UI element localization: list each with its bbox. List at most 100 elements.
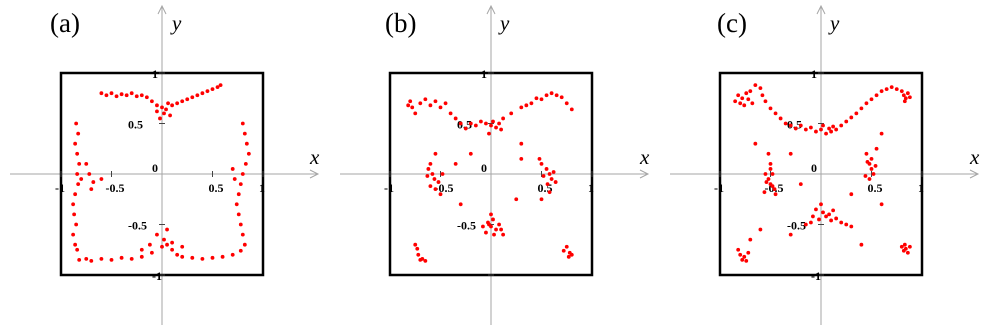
scatter-point — [413, 242, 418, 247]
scatter-point — [119, 92, 124, 97]
y-tick-label: -1 — [811, 269, 821, 283]
scatter-point — [423, 258, 428, 263]
scatter-point — [486, 220, 490, 225]
x-axis-arrow — [309, 169, 320, 179]
scatter-point — [158, 116, 162, 121]
scatter-point — [501, 116, 506, 121]
scatter-point — [539, 97, 544, 102]
scatter-point — [170, 103, 175, 108]
scatter-point — [230, 252, 235, 257]
scatter-point — [190, 95, 195, 100]
scatter-point — [99, 177, 104, 181]
scatter-point — [821, 210, 825, 215]
scatter-point — [905, 250, 910, 255]
scatter-point — [87, 172, 92, 176]
scatter-point — [109, 91, 114, 96]
scatter-point — [410, 105, 415, 110]
y-axis-arrow — [486, 4, 496, 15]
scatter-point — [77, 162, 82, 166]
scatter-point — [874, 93, 879, 98]
scatter-point — [497, 222, 501, 227]
scatter-point — [544, 93, 549, 98]
scatter-point — [783, 121, 788, 126]
scatter-point — [874, 146, 879, 151]
scatter-point — [509, 111, 514, 116]
scatter-point — [155, 103, 159, 108]
x-axis-label: x — [309, 145, 320, 169]
x-tick-label: 0.5 — [209, 181, 224, 195]
scatter-point — [160, 105, 164, 110]
scatter-point — [798, 123, 803, 128]
scatter-point — [77, 257, 82, 262]
scatter-point — [180, 99, 185, 104]
scatter-point — [240, 232, 245, 237]
scatter-point — [433, 187, 438, 192]
scatter-point — [139, 247, 144, 252]
scatter-point — [423, 97, 428, 102]
y-axis-arrow — [816, 4, 826, 15]
scatter-point — [84, 162, 89, 166]
scatter-point — [819, 127, 823, 132]
scatter-point — [569, 107, 574, 112]
scatter-point — [778, 116, 783, 121]
scatter-point — [750, 101, 755, 106]
scatter-point — [481, 224, 485, 229]
x-tick-label: 1 — [918, 181, 924, 195]
scatter-point — [849, 115, 854, 120]
scatter-point — [200, 91, 205, 96]
scatter-point — [798, 182, 803, 187]
scatter-point — [236, 192, 241, 197]
scatter-point — [903, 96, 908, 101]
scatter-point — [164, 107, 168, 112]
scatter-point — [884, 87, 889, 92]
scatter-point — [104, 93, 109, 98]
scatter-point — [867, 177, 872, 181]
scatter-point — [844, 222, 849, 227]
scatter-point — [119, 255, 124, 260]
y-tick-label: 0.5 — [128, 118, 143, 132]
scatter-point — [160, 244, 164, 249]
scatter-point — [494, 227, 498, 232]
scatter-point — [244, 141, 249, 146]
scatter-point — [519, 105, 524, 110]
scatter-point — [443, 101, 448, 106]
scatter-point — [75, 151, 80, 156]
scatter-point — [180, 244, 185, 249]
scatter-point — [834, 127, 839, 132]
scatter-point — [869, 97, 874, 102]
scatter-point — [519, 141, 524, 146]
scatter-point — [740, 96, 745, 101]
scatter-point — [561, 248, 566, 253]
scatter-point — [406, 103, 411, 108]
scatter-point — [738, 252, 743, 257]
scatter-point — [869, 156, 874, 161]
x-axis-arrow — [969, 169, 980, 179]
scatter-point — [155, 232, 159, 237]
scatter-point — [766, 151, 771, 156]
scatter-point — [139, 254, 144, 259]
scatter-point — [236, 212, 241, 217]
scatter-point — [75, 172, 80, 176]
scatter-point — [425, 174, 430, 178]
scatter-point — [210, 87, 215, 92]
x-axis-label: x — [969, 145, 980, 169]
scatter-point — [170, 240, 175, 245]
scatter-point — [903, 246, 908, 251]
scatter-point — [564, 101, 569, 106]
scatter-point — [433, 151, 438, 156]
scatter-point — [114, 94, 119, 99]
scatter-point — [566, 254, 571, 259]
x-tick-label: 0.5 — [868, 181, 883, 195]
scatter-point — [448, 111, 453, 116]
scatter-point — [544, 167, 549, 171]
scatter-point — [71, 232, 76, 237]
scatter-point — [185, 97, 190, 102]
panel-a: -1 -0.5 0 0.5 1 1 0.5 -0.5 -1 x y (a) — [10, 4, 320, 325]
scatter-point — [139, 93, 144, 98]
scatter-point — [758, 86, 763, 91]
scatter-point — [165, 227, 169, 232]
scatter-point — [499, 127, 503, 132]
y-axis-label: y — [170, 11, 182, 35]
scatter-point — [180, 254, 185, 259]
scatter-point — [453, 116, 458, 121]
